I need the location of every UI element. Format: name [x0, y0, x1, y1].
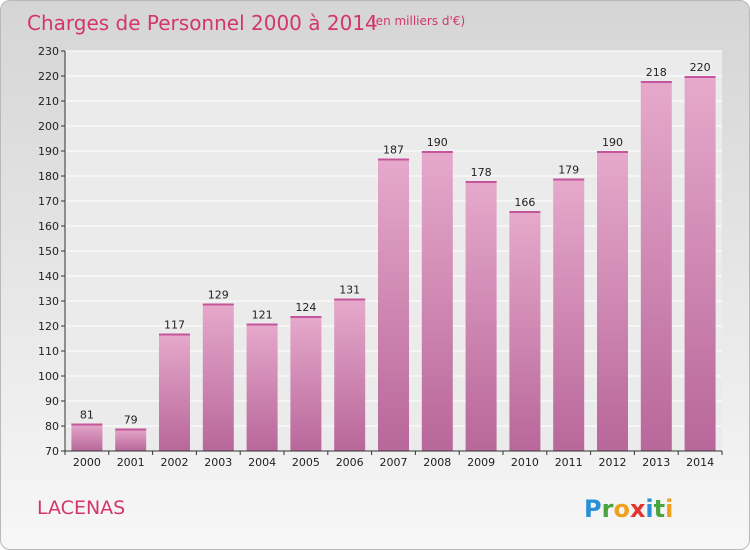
logo-letter: r	[602, 495, 614, 523]
logo-letter: P	[584, 495, 602, 523]
y-tick-label: 210	[38, 95, 59, 108]
x-tick-label: 2004	[248, 456, 276, 469]
bar-2006	[334, 298, 366, 451]
bar-top-edge	[71, 423, 103, 426]
bar-2007	[378, 158, 409, 451]
bar-2014	[684, 76, 716, 451]
bar-top-edge	[334, 298, 366, 301]
x-tick-label: 2006	[336, 456, 364, 469]
y-tick-label: 80	[45, 420, 59, 433]
bar-top-edge	[684, 76, 716, 78]
x-tick-label: 2005	[292, 456, 320, 469]
y-tick-label: 70	[45, 445, 59, 458]
data-label-2013: 218	[646, 66, 667, 79]
bar-2009	[465, 181, 497, 451]
data-label-2002: 117	[164, 319, 185, 332]
x-tick-label: 2008	[423, 456, 451, 469]
proxiti-logo: Proxiti	[584, 495, 673, 523]
x-tick-label: 2007	[380, 456, 408, 469]
x-tick-label: 2000	[73, 456, 101, 469]
x-tick-label: 2001	[117, 456, 145, 469]
data-label-2010: 166	[514, 196, 535, 209]
data-label-2014: 220	[690, 61, 711, 74]
data-label-2007: 187	[383, 144, 404, 157]
bar-2011	[553, 178, 585, 451]
data-label-2004: 121	[252, 309, 273, 322]
y-tick-label: 180	[38, 170, 59, 183]
x-tick-label: 2003	[204, 456, 232, 469]
y-tick-label: 110	[38, 345, 59, 358]
bar-top-edge	[597, 151, 628, 153]
logo-letter: i	[665, 495, 673, 523]
bar-2010	[509, 211, 541, 451]
bar-top-edge	[640, 81, 672, 83]
bar-2012	[597, 151, 628, 451]
bar-2005	[290, 316, 322, 451]
x-tick-label: 2012	[599, 456, 627, 469]
bar-top-edge	[159, 333, 190, 336]
y-tick-label: 160	[38, 220, 59, 233]
city-name: LACENAS	[37, 497, 125, 519]
logo-letter: i	[645, 495, 653, 523]
y-tick-label: 150	[38, 245, 59, 258]
bar-2008	[421, 151, 453, 451]
y-tick-label: 190	[38, 145, 59, 158]
y-tick-label: 170	[38, 195, 59, 208]
x-tick-label: 2010	[511, 456, 539, 469]
y-tick-label: 90	[45, 395, 59, 408]
data-label-2000: 81	[80, 409, 94, 422]
x-tick-label: 2009	[467, 456, 495, 469]
x-tick-label: 2011	[555, 456, 583, 469]
bar-top-edge	[421, 151, 453, 153]
bar-top-edge	[553, 178, 585, 181]
data-label-2005: 124	[295, 301, 316, 314]
bar-top-edge	[202, 303, 234, 306]
bar-top-edge	[378, 158, 409, 161]
bar-2002	[159, 333, 190, 451]
y-tick-label: 140	[38, 270, 59, 283]
data-label-2003: 129	[208, 289, 229, 302]
y-tick-label: 230	[38, 45, 59, 58]
bar-2000	[71, 423, 103, 451]
logo-letter: x	[630, 495, 646, 523]
y-tick-label: 130	[38, 295, 59, 308]
bar-top-edge	[246, 323, 278, 326]
data-label-2012: 190	[602, 136, 623, 149]
chart-title: Charges de Personnel 2000 à 2014	[27, 11, 378, 35]
bar-2004	[246, 323, 278, 451]
y-tick-label: 120	[38, 320, 59, 333]
bar-top-edge	[465, 181, 497, 183]
data-label-2009: 178	[471, 166, 492, 179]
chart-subtitle: (en milliers d'€)	[371, 14, 465, 28]
bar-top-edge	[115, 428, 147, 431]
x-tick-label: 2013	[642, 456, 670, 469]
data-label-2011: 179	[558, 164, 579, 177]
y-tick-label: 100	[38, 370, 59, 383]
logo-letter: t	[654, 495, 665, 523]
y-tick-label: 220	[38, 70, 59, 83]
data-label-2006: 131	[339, 284, 360, 297]
data-label-2001: 79	[124, 414, 138, 427]
bar-2013	[640, 81, 672, 451]
logo-letter: o	[613, 495, 630, 523]
x-tick-label: 2014	[686, 456, 714, 469]
y-tick-label: 200	[38, 120, 59, 133]
bar-top-edge	[509, 211, 541, 213]
data-label-2008: 190	[427, 136, 448, 149]
bar-2001	[115, 428, 147, 451]
x-tick-label: 2002	[161, 456, 189, 469]
bar-top-edge	[290, 316, 322, 318]
bar-2003	[202, 303, 234, 451]
